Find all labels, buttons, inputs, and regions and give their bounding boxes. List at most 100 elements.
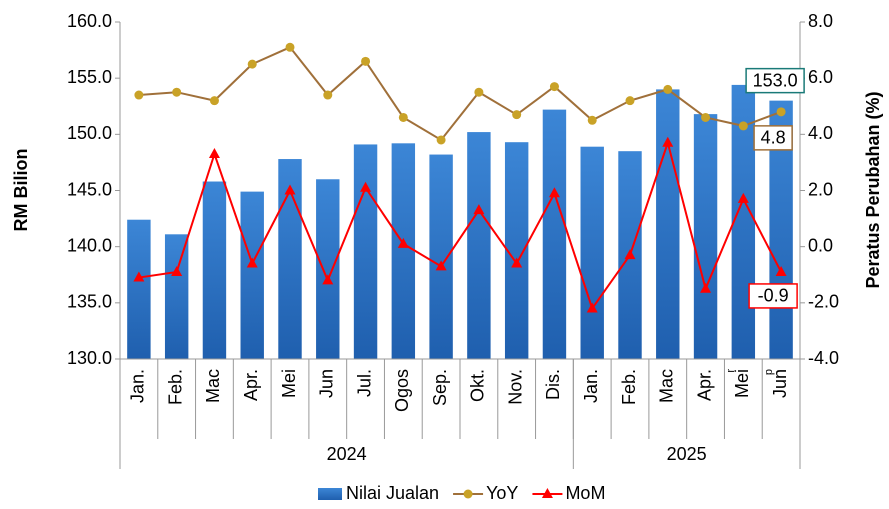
y-tick-label: 140.0 — [67, 235, 112, 255]
y-tick-label: 135.0 — [67, 292, 112, 312]
x-tick-label: Mei — [279, 369, 299, 398]
marker — [360, 181, 372, 192]
marker — [662, 136, 674, 147]
group-label: 2025 — [667, 444, 707, 464]
x-tick-label: Sep. — [430, 369, 450, 406]
bar — [429, 154, 453, 359]
y2-tick-label: -2.0 — [808, 292, 839, 312]
y2-tick-label: 4.0 — [808, 123, 833, 143]
x-tick-note: r — [725, 369, 737, 373]
y2-tick-label: 6.0 — [808, 67, 833, 87]
value-label-box — [753, 125, 793, 151]
marker — [246, 257, 258, 268]
x-tick-note: p — [763, 369, 775, 375]
y2-tick-label: 0.0 — [808, 235, 833, 255]
bar — [127, 219, 151, 359]
marker — [776, 107, 786, 117]
y-tick-label: 150.0 — [67, 123, 112, 143]
marker — [587, 115, 597, 125]
marker — [133, 271, 145, 282]
marker — [134, 90, 144, 100]
marker — [172, 87, 182, 97]
legend-item: YoY — [453, 483, 518, 503]
marker — [436, 135, 446, 145]
y-tick-label: 130.0 — [67, 348, 112, 368]
bar — [391, 143, 416, 359]
x-tick-label: Mei — [732, 369, 752, 398]
x-tick-label: Jan. — [581, 369, 601, 403]
legend-item: Nilai Jualan — [318, 483, 439, 503]
line — [138, 46, 782, 142]
x-tick-label: Jan. — [128, 369, 148, 403]
marker — [361, 56, 371, 66]
marker — [322, 274, 334, 285]
bar — [278, 159, 302, 359]
marker — [663, 84, 673, 94]
marker — [548, 187, 560, 198]
bar — [693, 114, 718, 359]
bar — [353, 144, 378, 359]
marker — [701, 112, 711, 122]
legend-item: MoM — [532, 483, 605, 503]
marker — [398, 112, 408, 122]
bar — [542, 109, 567, 360]
marker — [435, 260, 447, 271]
x-tick-label: Jun — [317, 369, 337, 398]
bar — [316, 179, 340, 359]
y-tick-label: 145.0 — [67, 179, 112, 199]
marker — [397, 237, 409, 248]
marker — [738, 121, 748, 131]
x-tick-label: Dis. — [543, 369, 563, 400]
marker — [549, 82, 559, 92]
group-label: 2024 — [327, 444, 367, 464]
legend-label: Nilai Jualan — [346, 483, 439, 503]
marker — [474, 87, 484, 97]
marker — [284, 184, 296, 195]
marker — [247, 59, 257, 69]
value-label: 153.0 — [753, 70, 798, 90]
bar — [504, 142, 529, 359]
x-tick-label: Mac — [203, 369, 223, 403]
marker — [209, 96, 219, 106]
bar — [202, 181, 227, 359]
x-tick-label: Mac — [657, 369, 677, 403]
y2-tick-label: 8.0 — [808, 11, 833, 31]
value-label-box — [748, 283, 798, 309]
y2-tick-label: -4.0 — [808, 348, 839, 368]
legend-label: MoM — [565, 483, 605, 503]
x-tick-label: Feb. — [619, 369, 639, 405]
legend-swatch — [318, 488, 342, 500]
y2-tick-label: 2.0 — [808, 179, 833, 199]
value-label: -0.9 — [758, 286, 789, 306]
bar — [467, 132, 491, 359]
y2-axis-title: Peratus Perubahan (%) — [863, 91, 883, 288]
marker — [700, 282, 712, 293]
x-tick-label: Ogos — [392, 369, 412, 412]
y-tick-label: 160.0 — [67, 11, 112, 31]
marker — [285, 42, 295, 52]
x-tick-label: Jul. — [354, 369, 374, 397]
x-tick-label: Nov. — [505, 369, 525, 405]
marker — [171, 265, 183, 276]
value-label: 4.8 — [761, 128, 786, 148]
bar — [580, 146, 604, 359]
marker — [511, 257, 523, 268]
marker — [775, 265, 787, 276]
y-tick-label: 155.0 — [67, 67, 112, 87]
bar — [240, 191, 264, 359]
line — [138, 139, 782, 311]
marker — [208, 147, 220, 158]
marker — [586, 302, 598, 313]
legend-marker — [541, 488, 553, 498]
marker — [473, 204, 485, 215]
marker — [512, 110, 522, 120]
marker — [624, 249, 636, 260]
marker — [323, 90, 333, 100]
x-tick-label: Feb. — [165, 369, 185, 405]
x-tick-label: Apr. — [241, 369, 261, 401]
x-tick-label: Jun — [770, 369, 790, 398]
bar — [656, 89, 680, 360]
x-tick-label: Apr. — [694, 369, 714, 401]
marker — [625, 96, 635, 106]
marker — [737, 192, 749, 203]
